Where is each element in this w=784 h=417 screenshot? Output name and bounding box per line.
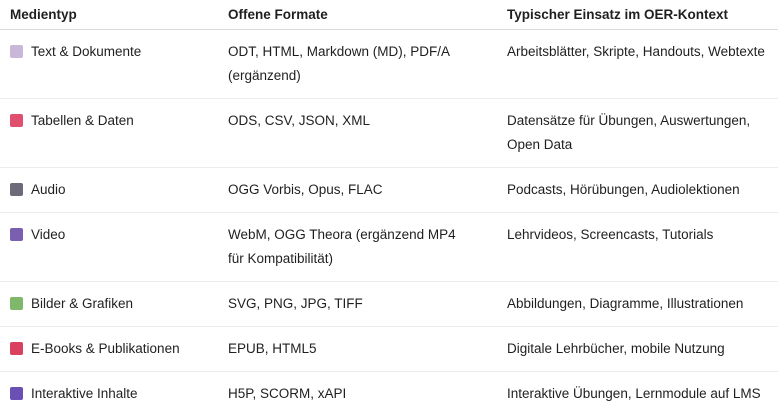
usage-text-line: Podcasts, Hörübungen, Audiolektionen — [507, 182, 740, 197]
usage-text-line: Interaktive Übungen, Lernmodule auf LMS — [507, 386, 761, 401]
table-row: Text & Dokumente ODT, HTML, Markdown (MD)… — [0, 29, 778, 99]
game-controller-icon — [10, 387, 23, 400]
cell-usage: Digitale Lehrbücher, mobile Nutzung — [497, 326, 778, 372]
media-type-label: Interaktive Inhalte — [31, 386, 138, 401]
cell-media-type: Tabellen & Daten — [0, 98, 218, 168]
clapper-board-icon — [10, 228, 23, 241]
formats-text-line: SVG, PNG, JPG, TIFF — [228, 296, 363, 311]
cell-media-type: Audio — [0, 167, 218, 213]
cell-formats: ODS, CSV, JSON, XML — [218, 98, 497, 168]
usage-text-line: Open Data — [507, 137, 573, 152]
formats-text-line: ODT, HTML, Markdown (MD), PDF/A — [228, 44, 451, 59]
usage-text-line: Arbeitsblätter, Skripte, Handouts, Webte… — [507, 44, 765, 59]
header-usage: Typischer Einsatz im OER-Kontext — [497, 0, 778, 30]
usage-text-line: Abbildungen, Diagramme, Illustrationen — [507, 296, 744, 311]
media-type-label: Video — [31, 227, 66, 242]
cell-media-type: Bilder & Grafiken — [0, 281, 218, 327]
media-type-label: E-Books & Publikationen — [31, 341, 180, 356]
cell-formats: EPUB, HTML5 — [218, 326, 497, 372]
memo-icon — [10, 45, 23, 58]
usage-text-line: Digitale Lehrbücher, mobile Nutzung — [507, 341, 725, 356]
cell-usage: Abbildungen, Diagramme, Illustrationen — [497, 281, 778, 327]
cell-media-type: E-Books & Publikationen — [0, 326, 218, 372]
cell-usage: Lehrvideos, Screencasts, Tutorials — [497, 212, 778, 282]
table-header-row: Medientyp Offene Formate Typischer Einsa… — [0, 0, 778, 30]
books-icon — [10, 342, 23, 355]
media-type-label: Audio — [31, 182, 66, 197]
cell-formats: OGG Vorbis, Opus, FLAC — [218, 167, 497, 213]
cell-media-type: Video — [0, 212, 218, 282]
cell-formats: WebM, OGG Theora (ergänzend MP4 für Kompa… — [218, 212, 497, 282]
bar-chart-icon — [10, 114, 23, 127]
cell-formats: ODT, HTML, Markdown (MD), PDF/A (ergänzen… — [218, 29, 497, 99]
usage-text-line: Datensätze für Übungen, Auswertungen, — [507, 113, 751, 128]
formats-text-line: ODS, CSV, JSON, XML — [228, 113, 371, 128]
table-row: Audio OGG Vorbis, Opus, FLAC Podcasts, Hör… — [0, 167, 778, 213]
formats-text-line: für Kompatibilität) — [228, 251, 334, 266]
cell-formats: SVG, PNG, JPG, TIFF — [218, 281, 497, 327]
formats-text-line: EPUB, HTML5 — [228, 341, 317, 356]
media-type-label: Tabellen & Daten — [31, 113, 134, 128]
framed-picture-icon — [10, 297, 23, 310]
formats-text-line: WebM, OGG Theora (ergänzend MP4 — [228, 227, 456, 242]
table-row: Video WebM, OGG Theora (ergänzend MP4 für … — [0, 212, 778, 282]
media-type-label: Text & Dokumente — [31, 44, 142, 59]
header-open-formats: Offene Formate — [218, 0, 497, 30]
formats-text-line: OGG Vorbis, Opus, FLAC — [228, 182, 383, 197]
table-row: Interaktive Inhalte H5P, SCORM, xAPI Inter… — [0, 372, 778, 417]
cell-formats: H5P, SCORM, xAPI — [218, 372, 497, 417]
cell-usage: Arbeitsblätter, Skripte, Handouts, Webte… — [497, 29, 778, 99]
media-type-label: Bilder & Grafiken — [31, 296, 134, 311]
table-row: E-Books & Publikationen EPUB, HTML5 Digita… — [0, 326, 778, 372]
table-row: Tabellen & Daten ODS, CSV, JSON, XML Daten… — [0, 98, 778, 168]
cell-media-type: Text & Dokumente — [0, 29, 218, 99]
microphone-icon — [10, 183, 23, 196]
formats-text-line: (ergänzend) — [228, 68, 301, 83]
table-row: Bilder & Grafiken SVG, PNG, JPG, TIFF Abbi… — [0, 281, 778, 327]
cell-usage: Datensätze für Übungen, Auswertungen, Ope… — [497, 98, 778, 168]
cell-usage: Interaktive Übungen, Lernmodule auf LMS — [497, 372, 778, 417]
cell-usage: Podcasts, Hörübungen, Audiolektionen — [497, 167, 778, 213]
formats-text-line: H5P, SCORM, xAPI — [228, 386, 347, 401]
cell-media-type: Interaktive Inhalte — [0, 372, 218, 417]
header-media-type: Medientyp — [0, 0, 218, 30]
usage-text-line: Lehrvideos, Screencasts, Tutorials — [507, 227, 714, 242]
